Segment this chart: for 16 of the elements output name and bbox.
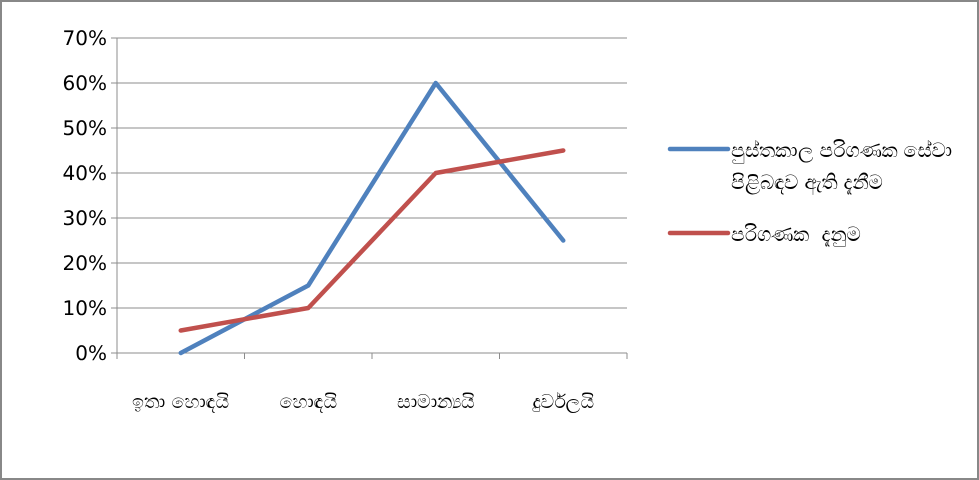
category: සාමාන්‍යයි bbox=[396, 391, 475, 413]
legend: පරිගණක දැනුම bbox=[731, 222, 861, 246]
category: ඉතා හොඳයි bbox=[132, 391, 230, 413]
legend: පුස්තකාල පරිගණක සේවා පිළිබඳව ඇති දැනීම bbox=[731, 138, 953, 194]
category: හොඳයි bbox=[279, 391, 338, 413]
line-series bbox=[178, 148, 566, 333]
y-tick-label: 10% bbox=[62, 296, 107, 320]
y-tick-label: 50% bbox=[62, 116, 107, 140]
y-tick-label: 30% bbox=[62, 206, 107, 230]
y-tick-label: 70% bbox=[62, 26, 107, 50]
y-tick-label: 40% bbox=[62, 161, 107, 185]
y-tick-label: 20% bbox=[62, 251, 107, 275]
line-series bbox=[178, 80, 566, 356]
y-tick-label: 60% bbox=[62, 71, 107, 95]
y-tick-label: 0% bbox=[75, 341, 107, 365]
category: දුර්වලයි bbox=[532, 391, 594, 413]
